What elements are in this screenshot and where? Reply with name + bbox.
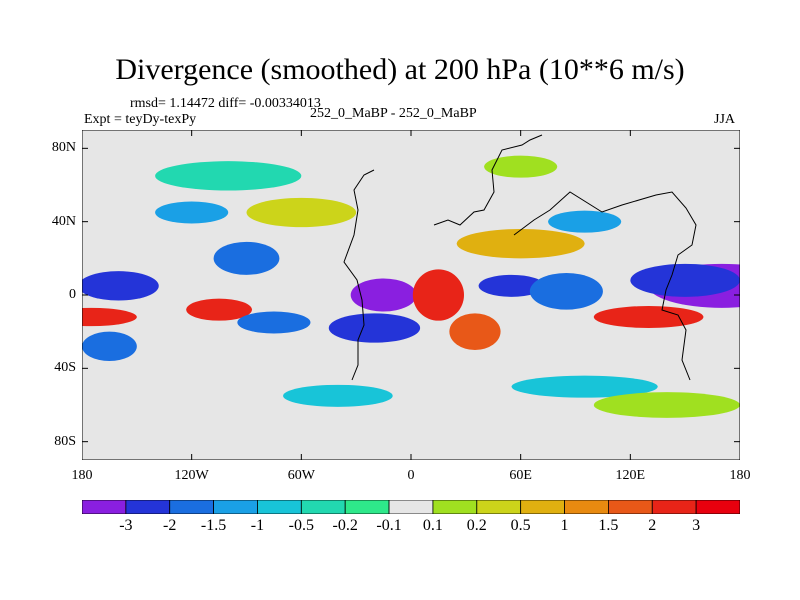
x-tick-label: 180 <box>71 468 93 483</box>
y-tick-label: 80N <box>51 140 76 156</box>
field-blob <box>449 313 501 350</box>
colorbar-swatch <box>300 500 346 514</box>
colorbar-swatch <box>257 500 302 514</box>
colorbar-swatch <box>651 500 697 514</box>
field-blob <box>237 311 311 334</box>
field-blob <box>155 201 229 224</box>
field-blob <box>593 306 704 328</box>
chart-title: Divergence (smoothed) at 200 hPa (10**6 … <box>115 53 685 86</box>
field-blob <box>456 229 585 259</box>
field-blob <box>82 307 137 327</box>
y-tick-label: 40N <box>51 213 76 229</box>
y-tick-marks <box>82 147 740 443</box>
colorbar-label: 3 <box>692 517 701 534</box>
colorbar-swatch <box>213 500 258 514</box>
field-blob <box>511 375 658 398</box>
colorbar-label: -0.2 <box>332 517 358 534</box>
colorbar-swatch <box>608 500 653 514</box>
field-blob <box>412 269 465 321</box>
field-blob <box>350 278 417 312</box>
field-blob <box>82 331 137 361</box>
x-tick-label: 60W <box>287 468 315 483</box>
field-blob <box>82 271 159 301</box>
colorbar-swatches <box>82 500 740 514</box>
subtitle-label: 252_0_MaBP - 252_0_MaBP <box>310 106 477 121</box>
colorbar-label: 2 <box>648 517 657 534</box>
colorbar-label: -2 <box>163 517 177 534</box>
colorbar-swatch <box>82 500 127 514</box>
colorbar-label: 0.5 <box>510 517 531 534</box>
field-blob <box>529 273 603 310</box>
colorbar-label: -0.1 <box>376 517 402 534</box>
x-tick-label: 180 <box>729 468 751 483</box>
experiment-label: Expt = teyDy-texPy <box>84 112 197 127</box>
y-tick-label: 80S <box>54 433 76 449</box>
colorbar-swatch <box>432 500 478 514</box>
colorbar-label: 1.5 <box>598 517 619 534</box>
field-blob <box>548 210 622 233</box>
colorbar-swatch <box>388 500 434 514</box>
colorbar-label: 1 <box>560 517 569 534</box>
x-tick-label: 120W <box>174 468 209 483</box>
colorbar-swatch <box>564 500 609 514</box>
colorbar-label: -0.5 <box>288 517 314 534</box>
field-blob <box>155 161 302 191</box>
colorbar-label: 0.1 <box>422 517 443 534</box>
stats-label: rmsd= 1.14472 diff= -0.00334013 <box>130 96 321 111</box>
field-blob <box>186 298 252 321</box>
colorbar-swatch <box>125 500 171 514</box>
field-blob <box>246 197 357 228</box>
y-tick-label: 40S <box>54 360 76 376</box>
colorbar-label: 0.2 <box>466 517 487 534</box>
x-tick-label: 0 <box>407 468 415 483</box>
x-tick-label: 120E <box>615 468 646 483</box>
field-blob <box>630 263 740 297</box>
field-blob <box>593 392 740 418</box>
coastline <box>343 134 697 381</box>
colorbar-swatch <box>344 500 390 514</box>
y-tick-label: 0 <box>69 287 76 302</box>
colorbar-label: -1 <box>250 517 265 534</box>
colorbar <box>82 500 740 514</box>
x-tick-marks <box>82 130 740 460</box>
data-field <box>82 155 740 418</box>
colorbar-swatch <box>476 500 522 514</box>
colorbar-swatch <box>520 500 565 514</box>
field-blob <box>328 313 421 343</box>
field-blob <box>213 241 280 275</box>
colorbar-label: -3 <box>119 517 133 534</box>
x-tick-label: 60E <box>509 468 532 483</box>
colorbar-swatch <box>695 500 740 514</box>
colorbar-swatch <box>169 500 214 514</box>
field-blob <box>484 155 558 178</box>
divergence-map <box>82 130 740 460</box>
season-label: JJA <box>714 112 736 127</box>
field-blob <box>283 384 393 407</box>
field-blob <box>478 274 545 297</box>
colorbar-label: -1.5 <box>200 517 227 534</box>
